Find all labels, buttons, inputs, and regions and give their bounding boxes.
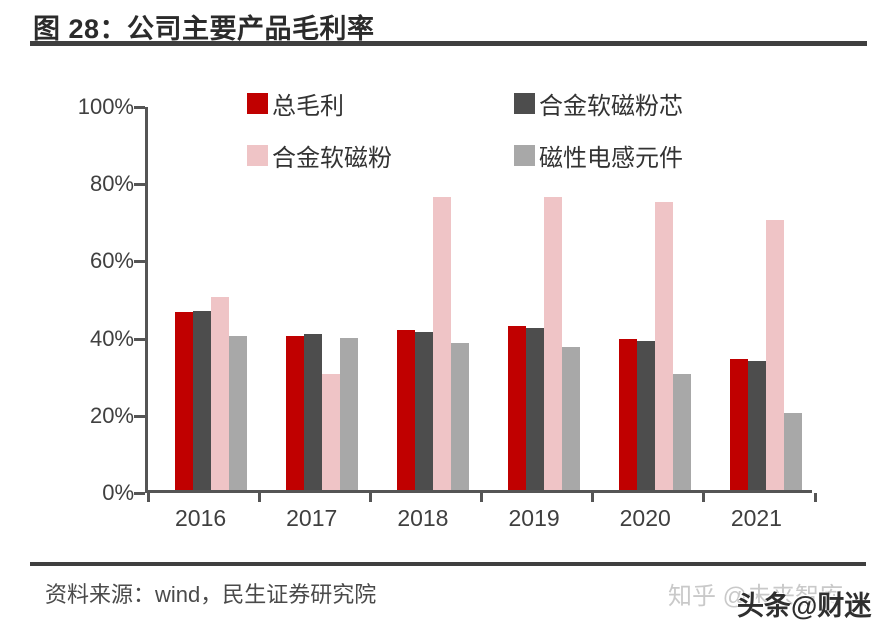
- legend-item-label: 总毛利: [272, 93, 344, 120]
- y-axis-tick-label: 20%: [89, 402, 134, 428]
- x-axis-tick: [480, 493, 483, 502]
- figure-title: 图 28：公司主要产品毛利率: [33, 14, 375, 44]
- legend: 总毛利 合金软磁粉芯合金软磁粉 磁性电感元件: [247, 86, 683, 173]
- bar-2021-series-2: [766, 219, 785, 490]
- bar-2016-series-2: [210, 297, 229, 490]
- x-axis-tick: [257, 493, 261, 502]
- plot-area: [134, 106, 817, 502]
- y-axis-tick-label: 0%: [102, 480, 134, 505]
- bar-2017-series-0: [285, 335, 304, 490]
- bar-2017-series-1: [303, 333, 322, 490]
- bar-2019-series-1: [526, 327, 545, 490]
- legend-item-3: 磁性电感元件: [514, 138, 683, 173]
- bar-2021-series-3: [784, 412, 803, 490]
- y-axis-tick: [134, 337, 145, 341]
- x-axis-tick: [368, 493, 372, 502]
- legend-item-label: 合金软磁粉芯: [539, 93, 683, 120]
- legend-swatch-icon: [247, 145, 268, 166]
- title-divider: [30, 41, 867, 46]
- legend-item-label: 磁性电感元件: [539, 145, 683, 172]
- y-axis-tick-label: 100%: [77, 94, 134, 119]
- bar-2019-series-0: [508, 325, 527, 490]
- footer-divider: [30, 562, 866, 566]
- legend-item-label: 合金软磁粉: [272, 145, 392, 172]
- x-axis-category-label: 2016: [174, 505, 227, 531]
- toutiao-watermark: 头条@财迷: [737, 591, 872, 621]
- bar-2018-series-1: [414, 331, 433, 490]
- bar-2020-series-3: [673, 374, 692, 490]
- bar-2021-series-1: [748, 360, 767, 490]
- x-axis-tick: [591, 493, 595, 502]
- bar-2018-series-3: [450, 343, 469, 490]
- bar-2017-series-3: [339, 337, 358, 490]
- x-axis-category-label: 2020: [619, 505, 671, 531]
- y-axis-tick-label: 80%: [89, 171, 134, 197]
- x-axis-category-label: 2021: [730, 505, 782, 531]
- bar-2019-series-2: [544, 196, 563, 490]
- bar-2019-series-3: [562, 347, 581, 490]
- bar-2016-series-0: [174, 312, 193, 490]
- legend-item-0: 总毛利: [247, 86, 514, 121]
- y-axis-tick: [134, 260, 145, 264]
- x-axis-category-label: 2018: [397, 505, 449, 531]
- bar-2016-series-3: [228, 335, 247, 490]
- bar-2020-series-0: [619, 339, 638, 490]
- bar-2020-series-2: [655, 202, 674, 490]
- bar-2018-series-2: [432, 196, 451, 490]
- x-axis-tick: [813, 493, 817, 502]
- x-axis-tick: [702, 493, 706, 502]
- y-axis-tick: [134, 183, 145, 187]
- y-axis-tick: [134, 414, 145, 418]
- legend-swatch-icon: [514, 145, 535, 166]
- zhihu-watermark: 知乎 @未来智库: [668, 583, 844, 610]
- legend-item-2: 合金软磁粉: [247, 138, 514, 173]
- y-axis-tick: [134, 106, 145, 109]
- bar-2016-series-1: [192, 310, 211, 490]
- source-note: 资料来源：wind，民生证券研究院: [45, 582, 377, 607]
- x-axis-category-label: 2019: [508, 505, 560, 531]
- legend-swatch-icon: [247, 93, 268, 114]
- legend-swatch-icon: [514, 93, 535, 114]
- y-axis-tick-label: 60%: [89, 248, 134, 274]
- x-axis-tick: [146, 493, 150, 502]
- bar-2020-series-1: [637, 341, 656, 490]
- y-axis-tick: [134, 492, 145, 495]
- bar-2021-series-0: [730, 358, 749, 490]
- bar-2017-series-2: [321, 374, 340, 490]
- x-axis-category-label: 2017: [286, 505, 338, 531]
- legend-item-1: 合金软磁粉芯: [514, 86, 683, 121]
- y-axis-tick-label: 40%: [89, 325, 134, 351]
- bar-2018-series-0: [396, 329, 415, 490]
